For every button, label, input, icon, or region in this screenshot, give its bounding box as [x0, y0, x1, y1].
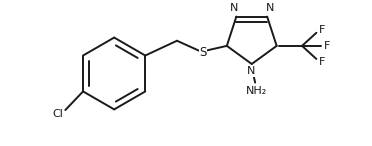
Text: F: F: [324, 41, 330, 51]
Text: N: N: [266, 3, 274, 13]
Text: N: N: [247, 66, 255, 76]
Text: F: F: [319, 25, 325, 35]
Text: Cl: Cl: [52, 109, 63, 119]
Text: N: N: [230, 3, 238, 13]
Text: S: S: [199, 46, 207, 59]
Text: F: F: [319, 57, 325, 67]
Text: NH₂: NH₂: [246, 86, 267, 96]
